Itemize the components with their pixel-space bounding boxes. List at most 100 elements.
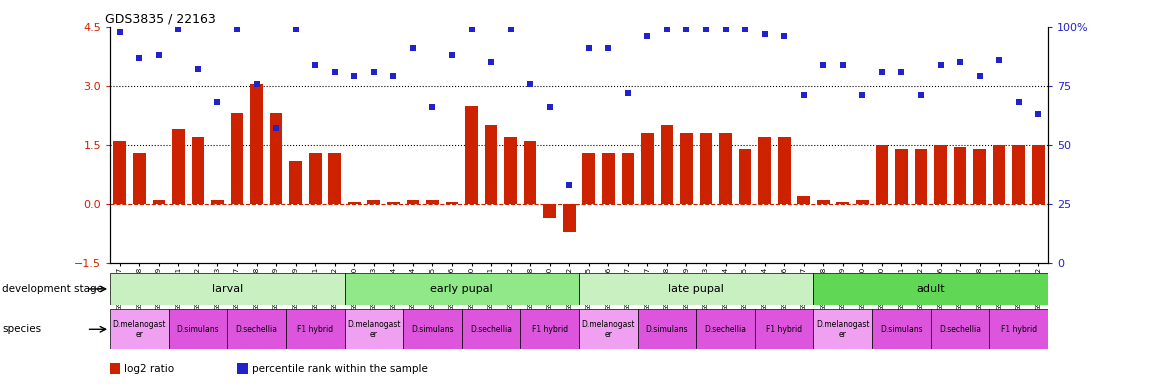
Point xyxy=(970,73,989,79)
Point xyxy=(365,69,383,75)
Bar xyxy=(699,133,712,204)
Text: D.melanogast
er: D.melanogast er xyxy=(347,319,401,339)
Bar xyxy=(110,309,169,349)
Point xyxy=(189,66,207,73)
Bar xyxy=(872,309,931,349)
Point xyxy=(697,26,716,32)
Point xyxy=(1010,99,1028,106)
Point xyxy=(541,104,559,110)
Point xyxy=(735,26,754,32)
Point xyxy=(1029,111,1048,118)
Bar xyxy=(466,106,478,204)
Bar xyxy=(153,200,166,204)
Point xyxy=(717,26,735,32)
Text: F1 hybrid: F1 hybrid xyxy=(298,325,334,334)
Point xyxy=(482,59,500,65)
Bar xyxy=(345,273,579,305)
Point xyxy=(794,92,813,98)
Point xyxy=(814,61,833,68)
Bar xyxy=(446,202,459,204)
Text: D.simulans: D.simulans xyxy=(646,325,688,334)
Bar xyxy=(992,145,1005,204)
Point xyxy=(677,26,696,32)
Bar xyxy=(406,200,419,204)
Text: D.sechellia: D.sechellia xyxy=(470,325,512,334)
Point xyxy=(228,26,247,32)
Text: larval: larval xyxy=(212,284,243,294)
Bar xyxy=(778,137,791,204)
Bar xyxy=(954,147,967,204)
Bar xyxy=(387,202,400,204)
Bar xyxy=(696,309,755,349)
Point xyxy=(521,81,540,87)
Point xyxy=(931,61,950,68)
Text: D.simulans: D.simulans xyxy=(411,325,454,334)
Bar xyxy=(895,149,908,204)
Point xyxy=(169,26,188,32)
Point xyxy=(638,33,657,40)
Bar xyxy=(638,309,696,349)
Point xyxy=(834,61,852,68)
Point xyxy=(892,69,910,75)
Point xyxy=(755,31,774,37)
Bar xyxy=(622,153,635,204)
Bar xyxy=(563,204,576,232)
Bar xyxy=(286,309,344,349)
Bar xyxy=(680,133,692,204)
Point xyxy=(462,26,481,32)
Text: early pupal: early pupal xyxy=(431,284,493,294)
Text: D.sechellia: D.sechellia xyxy=(939,325,981,334)
Point xyxy=(853,92,872,98)
Bar xyxy=(504,137,516,204)
Text: D.simulans: D.simulans xyxy=(177,325,219,334)
Bar xyxy=(309,153,322,204)
Bar xyxy=(230,114,243,204)
Bar xyxy=(1012,145,1025,204)
Text: D.simulans: D.simulans xyxy=(880,325,923,334)
Bar xyxy=(110,363,120,374)
Text: percentile rank within the sample: percentile rank within the sample xyxy=(252,364,427,374)
Bar xyxy=(237,363,248,374)
Bar xyxy=(973,149,985,204)
Bar xyxy=(191,137,204,204)
Bar xyxy=(813,309,872,349)
Point xyxy=(345,73,364,79)
Point xyxy=(599,45,617,51)
Bar xyxy=(113,141,126,204)
Bar xyxy=(543,204,556,218)
Bar xyxy=(816,200,829,204)
Bar xyxy=(426,200,439,204)
Point xyxy=(990,57,1009,63)
Point xyxy=(618,90,637,96)
Bar xyxy=(1032,145,1045,204)
Bar xyxy=(579,273,813,305)
Text: late pupal: late pupal xyxy=(668,284,724,294)
Point xyxy=(873,69,892,75)
Bar xyxy=(758,137,771,204)
Bar xyxy=(250,84,263,204)
Bar xyxy=(211,200,223,204)
Bar xyxy=(345,309,403,349)
Point xyxy=(208,99,227,106)
Bar xyxy=(931,309,989,349)
Bar xyxy=(579,309,638,349)
Bar xyxy=(329,153,342,204)
Point xyxy=(110,28,129,35)
Bar xyxy=(856,200,868,204)
Point xyxy=(306,61,324,68)
Point xyxy=(775,33,793,40)
Bar xyxy=(836,202,849,204)
Bar xyxy=(915,149,928,204)
Text: D.melanogast
er: D.melanogast er xyxy=(816,319,870,339)
Bar xyxy=(798,196,811,204)
Text: GDS3835 / 22163: GDS3835 / 22163 xyxy=(105,13,217,26)
Text: D.melanogast
er: D.melanogast er xyxy=(112,319,166,339)
Bar xyxy=(523,141,536,204)
Point xyxy=(149,52,168,58)
Point xyxy=(951,59,969,65)
Bar xyxy=(347,202,360,204)
Bar xyxy=(935,145,947,204)
Text: species: species xyxy=(2,324,42,334)
Bar xyxy=(485,125,498,204)
Bar xyxy=(169,309,227,349)
